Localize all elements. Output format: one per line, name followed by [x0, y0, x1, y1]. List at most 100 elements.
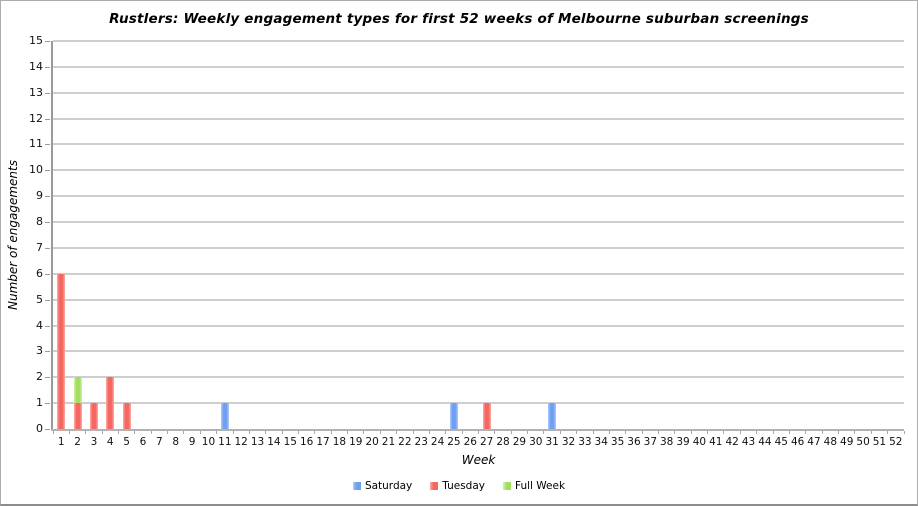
x-tick-label-9: 9 [188, 436, 196, 448]
x-tick-mark-32 [576, 431, 578, 434]
x-tick-label-4: 4 [106, 436, 114, 448]
x-tick-label-21: 21 [381, 436, 396, 448]
x-tick-mark-40 [707, 431, 709, 434]
bar-week-5-tuesday [122, 403, 131, 429]
x-axis-line [51, 429, 904, 431]
x-tick-mark-38 [674, 431, 676, 434]
gridline-y-15 [53, 40, 904, 42]
x-tick-label-20: 20 [365, 436, 379, 448]
x-tick-mark-34 [608, 431, 610, 434]
y-tick-label-9: 9 [36, 189, 43, 203]
x-tick-mark-19 [363, 431, 365, 434]
x-tick-mark-42 [739, 431, 741, 434]
gridline-y-6 [53, 272, 904, 275]
gridline-y-11 [53, 143, 904, 146]
x-tick-label-19: 19 [349, 436, 363, 448]
y-tick-mark-11 [45, 144, 50, 146]
x-tick-mark-8 [183, 431, 185, 434]
x-tick-mark-51 [887, 431, 889, 434]
x-tick-mark-11 [232, 431, 234, 434]
x-tick-label-8: 8 [172, 436, 180, 448]
y-tick-mark-0 [45, 429, 50, 430]
x-tick-mark-2 [85, 431, 87, 434]
y-tick-label-10: 10 [29, 163, 43, 177]
y-axis-line [51, 41, 53, 431]
x-tick-label-2: 2 [74, 436, 81, 448]
chart-title: Rustlers: Weekly engagement types for fi… [109, 11, 809, 27]
bar-week-11-saturday [220, 403, 229, 429]
x-tick-label-41: 41 [709, 436, 723, 448]
x-tick-mark-31 [559, 431, 561, 434]
bar-week-31-saturday [548, 403, 557, 429]
y-tick-label-6: 6 [36, 266, 43, 280]
x-tick-label-52: 52 [889, 436, 903, 448]
y-tick-mark-12 [45, 118, 50, 120]
x-tick-mark-5 [134, 431, 136, 434]
y-tick-mark-15 [45, 41, 50, 42]
bar-week-2-full-week [73, 377, 82, 404]
y-tick-mark-6 [45, 273, 50, 275]
y-tick-label-8: 8 [36, 215, 43, 229]
x-tick-mark-29 [527, 431, 529, 434]
y-tick-label-4: 4 [36, 318, 43, 332]
x-axis-title: Week [461, 453, 496, 467]
y-tick-label-5: 5 [36, 292, 43, 306]
x-tick-mark-15 [297, 431, 299, 434]
y-tick-label-7: 7 [36, 240, 43, 254]
x-tick-mark-25 [461, 431, 463, 434]
y-tick-mark-10 [45, 170, 50, 172]
x-tick-label-33: 33 [578, 436, 592, 448]
y-tick-mark-3 [45, 351, 50, 353]
y-tick-mark-2 [45, 377, 50, 379]
x-tick-label-32: 32 [561, 436, 576, 448]
x-tick-mark-37 [658, 431, 660, 434]
bar-week-25-saturday [449, 403, 458, 429]
x-tick-mark-21 [396, 431, 398, 434]
y-tick-mark-1 [45, 403, 50, 405]
gridline-y-13 [53, 91, 904, 94]
x-tick-label-48: 48 [823, 436, 838, 448]
gridline-y-1 [53, 402, 904, 405]
x-tick-mark-18 [347, 431, 349, 434]
y-tick-label-3: 3 [36, 344, 43, 358]
y-tick-mark-5 [45, 299, 50, 301]
x-tick-label-6: 6 [139, 436, 147, 448]
x-tick-mark-36 [641, 431, 643, 434]
x-tick-mark-47 [821, 431, 823, 434]
x-tick-label-43: 43 [741, 436, 756, 448]
x-tick-label-15: 15 [283, 436, 297, 448]
y-tick-mark-13 [45, 92, 50, 94]
x-tick-label-1: 1 [57, 436, 65, 448]
y-tick-label-2: 2 [36, 370, 43, 384]
y-tick-mark-7 [45, 247, 50, 249]
gridline-y-2 [53, 376, 904, 379]
x-tick-label-51: 51 [872, 436, 887, 448]
x-tick-mark-30 [543, 431, 545, 434]
legend-swatch-saturday [352, 482, 361, 490]
y-tick-label-1: 1 [36, 396, 43, 410]
x-tick-label-30: 30 [529, 436, 543, 448]
x-tick-label-45: 45 [774, 436, 788, 448]
x-tick-label-31: 31 [545, 436, 559, 448]
x-tick-label-50: 50 [856, 436, 870, 448]
x-tick-label-10: 10 [201, 436, 216, 448]
x-tick-mark-20 [379, 431, 381, 434]
x-tick-label-14: 14 [267, 436, 281, 448]
x-tick-mark-4 [117, 431, 119, 434]
x-tick-label-42: 42 [725, 436, 739, 448]
x-tick-label-12: 12 [234, 436, 248, 448]
x-tick-label-35: 35 [610, 436, 625, 448]
bar-week-27-tuesday [482, 403, 491, 429]
gridline-y-4 [53, 324, 904, 327]
x-tick-mark-22 [412, 431, 414, 434]
gridline-y-3 [53, 350, 904, 353]
y-tick-label-14: 14 [29, 59, 43, 73]
x-tick-mark-12 [248, 431, 250, 434]
x-tick-label-11: 11 [218, 436, 232, 448]
x-tick-mark-9 [199, 431, 201, 434]
x-tick-label-40: 40 [692, 436, 707, 448]
x-tick-label-22: 22 [398, 436, 412, 448]
x-tick-mark-6 [150, 431, 152, 434]
gridline-y-7 [53, 246, 904, 249]
gridline-y-5 [53, 298, 904, 301]
